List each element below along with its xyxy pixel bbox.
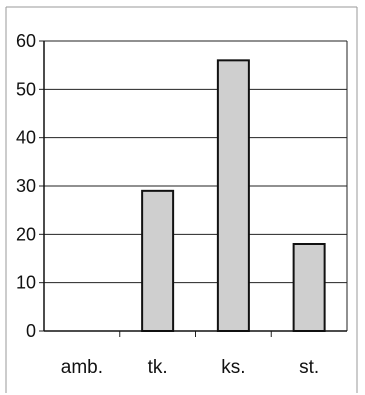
y-tick-label-30: 30 [16,176,36,196]
grid-lines [44,40,347,284]
y-tick-label-40: 40 [16,128,36,148]
y-tick-label-60: 60 [16,31,36,51]
x-category-labels: amb. tk. ks. st. [61,357,319,378]
y-tick-labels: 0 10 20 30 40 50 60 [16,31,36,341]
x-category-label-amb: amb. [61,357,103,378]
chart-frame [5,6,358,393]
bar-ks [216,59,250,332]
y-tick-label-50: 50 [16,79,36,99]
bar-st [292,243,326,332]
x-category-label-tk: tk. [148,357,168,378]
x-category-label-st: st. [299,357,319,378]
y-tick-label-20: 20 [16,224,36,244]
bars [141,59,326,332]
y-tick-label-10: 10 [16,273,36,293]
axes [39,40,348,337]
y-tick-label-0: 0 [26,321,36,341]
bar-tk [141,189,175,332]
x-category-label-ks: ks. [221,357,245,378]
